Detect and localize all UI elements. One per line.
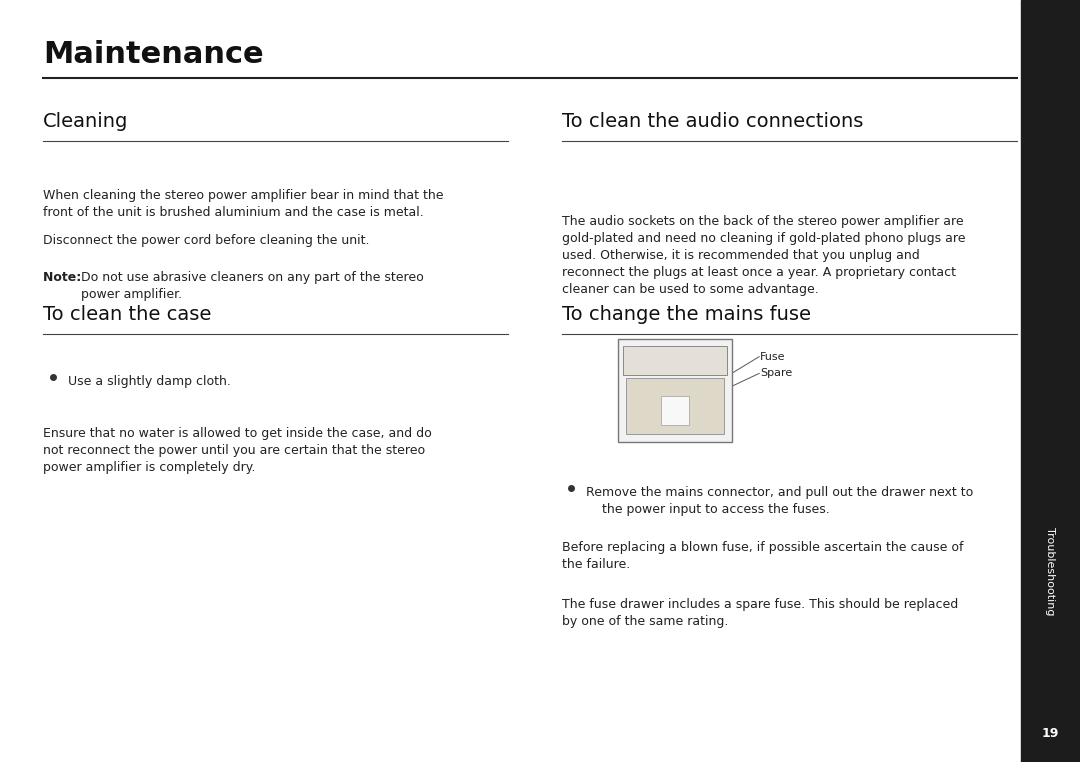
Text: Troubleshooting: Troubleshooting xyxy=(1045,527,1055,616)
Text: Fuse: Fuse xyxy=(760,351,786,362)
Text: When cleaning the stereo power amplifier bear in mind that the
front of the unit: When cleaning the stereo power amplifier… xyxy=(43,189,444,219)
Text: Do not use abrasive cleaners on any part of the stereo
power amplifier.: Do not use abrasive cleaners on any part… xyxy=(81,271,423,300)
Text: 19: 19 xyxy=(1041,726,1059,740)
Text: Use a slightly damp cloth.: Use a slightly damp cloth. xyxy=(68,375,231,388)
Text: Cleaning: Cleaning xyxy=(43,112,129,131)
Text: To change the mains fuse: To change the mains fuse xyxy=(562,305,811,324)
Text: Maintenance: Maintenance xyxy=(43,40,264,69)
Text: To clean the case: To clean the case xyxy=(43,305,212,324)
Text: The fuse drawer includes a spare fuse. This should be replaced
by one of the sam: The fuse drawer includes a spare fuse. T… xyxy=(562,598,958,628)
Text: Ensure that no water is allowed to get inside the case, and do
not reconnect the: Ensure that no water is allowed to get i… xyxy=(43,427,432,474)
Text: Spare: Spare xyxy=(760,368,793,379)
Bar xyxy=(661,396,689,425)
Text: Remove the mains connector, and pull out the drawer next to
    the power input : Remove the mains connector, and pull out… xyxy=(586,486,974,516)
Text: To clean the audio connections: To clean the audio connections xyxy=(562,112,863,131)
Text: Note:: Note: xyxy=(43,271,85,283)
Bar xyxy=(626,378,724,434)
Bar xyxy=(622,346,728,376)
Text: Disconnect the power cord before cleaning the unit.: Disconnect the power cord before cleanin… xyxy=(43,234,369,247)
Bar xyxy=(618,338,732,442)
Text: The audio sockets on the back of the stereo power amplifier are
gold-plated and : The audio sockets on the back of the ste… xyxy=(562,215,966,296)
Text: Before replacing a blown fuse, if possible ascertain the cause of
the failure.: Before replacing a blown fuse, if possib… xyxy=(562,541,963,571)
Bar xyxy=(1021,0,1080,762)
